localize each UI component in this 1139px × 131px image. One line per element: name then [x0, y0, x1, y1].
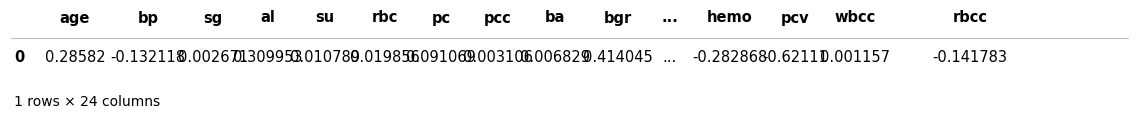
- Text: rbcc: rbcc: [952, 10, 988, 26]
- Text: 0.003106: 0.003106: [464, 50, 533, 66]
- Text: rbc: rbc: [371, 10, 399, 26]
- Text: bgr: bgr: [604, 10, 632, 26]
- Text: 0.001157: 0.001157: [820, 50, 890, 66]
- Text: pc: pc: [432, 10, 451, 26]
- Text: -0.282868: -0.282868: [693, 50, 768, 66]
- Text: sg: sg: [204, 10, 222, 26]
- Text: 0.091069: 0.091069: [407, 50, 476, 66]
- Text: ba: ba: [544, 10, 565, 26]
- Text: 0.414045: 0.414045: [583, 50, 653, 66]
- Text: pcc: pcc: [484, 10, 511, 26]
- Text: 0.010789: 0.010789: [290, 50, 360, 66]
- Text: -0.141783: -0.141783: [933, 50, 1008, 66]
- Text: ...: ...: [663, 50, 677, 66]
- Text: 0.309953: 0.309953: [233, 50, 303, 66]
- Text: 0.28582: 0.28582: [44, 50, 105, 66]
- Text: su: su: [316, 10, 335, 26]
- Text: wbcc: wbcc: [835, 10, 876, 26]
- Text: age: age: [60, 10, 90, 26]
- Text: bp: bp: [138, 10, 158, 26]
- Text: 0.019856: 0.019856: [350, 50, 420, 66]
- Text: 1 rows × 24 columns: 1 rows × 24 columns: [14, 95, 161, 109]
- Text: 0.006829: 0.006829: [521, 50, 590, 66]
- Text: hemo: hemo: [707, 10, 753, 26]
- Text: al: al: [261, 10, 276, 26]
- Text: pcv: pcv: [780, 10, 810, 26]
- Text: 0.002671: 0.002671: [178, 50, 248, 66]
- Text: 0: 0: [14, 50, 24, 66]
- Text: -0.132118: -0.132118: [110, 50, 186, 66]
- Text: ...: ...: [662, 10, 679, 26]
- Text: -0.62111: -0.62111: [762, 50, 828, 66]
